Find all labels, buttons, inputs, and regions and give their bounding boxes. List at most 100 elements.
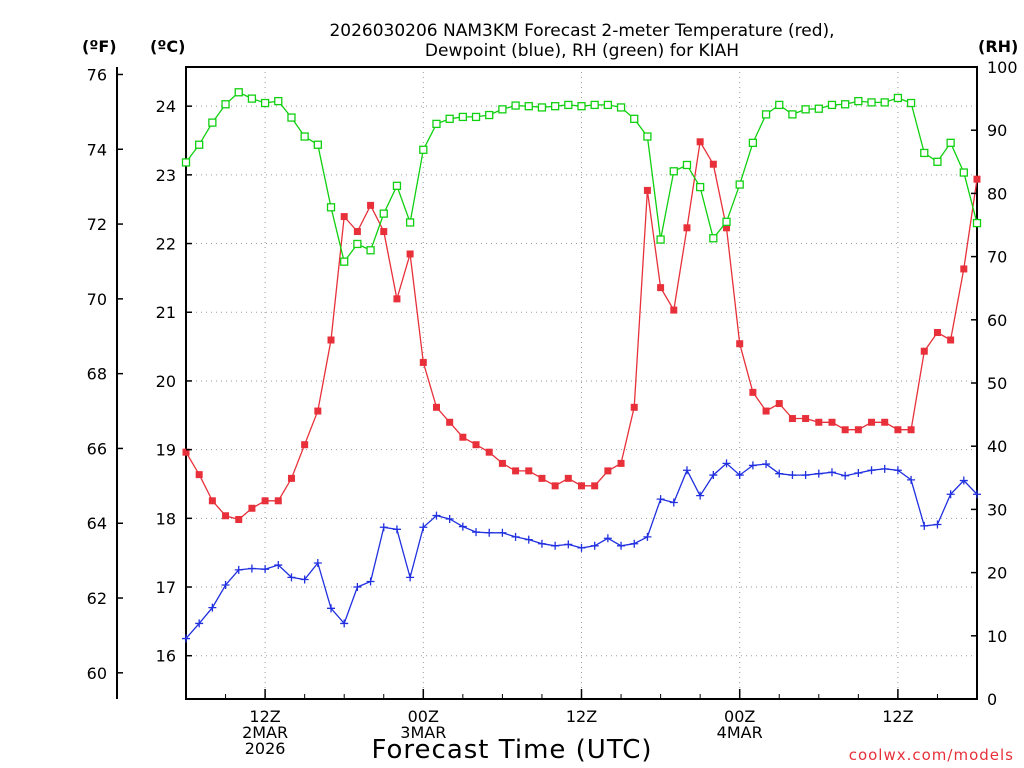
celsius-tick-label: 23 (156, 166, 176, 185)
temperature-point (353, 228, 361, 236)
dewpoint-series (182, 459, 981, 643)
dewpoint-point (762, 460, 771, 469)
celsius-tick-label: 21 (156, 303, 176, 322)
fahrenheit-tick-label: 70 (87, 290, 107, 309)
dewpoint-point (195, 619, 204, 628)
dewpoint-point (827, 468, 836, 477)
dewpoint-point (643, 532, 652, 541)
rh-point (340, 257, 349, 266)
fahrenheit-unit-label: (ºF) (82, 37, 117, 56)
rh-point (841, 100, 850, 109)
rh-series (181, 88, 982, 266)
rh-tick-label: 90 (987, 121, 1007, 140)
rh-point (748, 138, 758, 147)
x-tick-label: 00Z (724, 707, 755, 726)
temperature-point (657, 284, 665, 292)
temperature-point (261, 497, 269, 505)
fahrenheit-tick-label: 60 (87, 664, 107, 683)
temperature-point (222, 512, 230, 520)
fahrenheit-tick-label: 64 (87, 514, 107, 533)
dewpoint-point (208, 603, 217, 612)
temperature-point (485, 448, 493, 456)
dewpoint-point (630, 539, 639, 548)
temperature-point (195, 471, 203, 479)
temperature-point (393, 295, 401, 303)
rh-point (471, 112, 481, 122)
dewpoint-point (327, 604, 336, 613)
x-axis-label: Forecast Time (UTC) (371, 735, 652, 765)
temperature-point (512, 467, 520, 475)
temperature-point (525, 467, 533, 475)
rh-point (221, 100, 230, 109)
dewpoint-point (458, 522, 467, 531)
temperature-point (643, 186, 651, 194)
fahrenheit-tick-label: 74 (87, 140, 107, 159)
x-tick-label: 12Z (882, 707, 913, 726)
rh-point (260, 98, 270, 108)
credit-text: coolwx.com/models (849, 746, 1014, 764)
temperature-point (973, 175, 981, 183)
rh-point (485, 110, 494, 120)
dewpoint-point (313, 558, 322, 567)
dewpoint-point (841, 471, 850, 480)
dewpoint-point (735, 471, 744, 480)
rh-point (181, 158, 191, 167)
dewpoint-point (247, 564, 256, 573)
dewpoint-point (814, 469, 823, 478)
rh-point (353, 239, 362, 249)
temperature-point (630, 403, 638, 411)
x-tick-label: 12Z (566, 707, 597, 726)
temperature-point (907, 426, 915, 434)
dewpoint-point (748, 461, 757, 470)
temperature-series (182, 138, 981, 523)
dewpoint-point (788, 471, 797, 480)
temperature-point (854, 426, 862, 434)
rh-point (735, 180, 744, 189)
celsius-unit-label: (ºC) (150, 37, 185, 56)
rh-point (854, 96, 863, 106)
x-tick-label: 12Z (249, 707, 280, 726)
temperature-point (419, 358, 427, 366)
rh-point (814, 104, 823, 113)
rh-point (564, 100, 573, 110)
grid-layer (186, 67, 977, 699)
temperature-point (894, 426, 902, 434)
rh-tick-label: 0 (987, 690, 997, 709)
rh-tick-label: 80 (987, 184, 1007, 203)
dewpoint-point (485, 528, 494, 537)
dewpoint-point (854, 468, 863, 477)
dewpoint-point (907, 475, 916, 484)
dewpoint-point (656, 495, 665, 504)
temperature-point (472, 441, 480, 449)
temperature-point (564, 474, 572, 482)
rh-point (432, 119, 441, 129)
dewpoint-point (406, 573, 415, 582)
dewpoint-point (801, 471, 810, 480)
temperature-point (287, 474, 295, 482)
dewpoint-point (880, 464, 889, 473)
temperature-point (340, 213, 348, 221)
dewpoint-point (419, 523, 428, 532)
temperature-point (683, 224, 691, 232)
temperature-point (314, 407, 322, 415)
dewpoint-point (682, 466, 691, 475)
rh-point (709, 234, 718, 243)
fahrenheit-tick-label: 68 (87, 365, 107, 384)
rh-point (696, 182, 705, 192)
dewpoint-point (274, 561, 283, 570)
rh-point (326, 203, 336, 212)
rh-point (445, 114, 454, 123)
rh-point (669, 167, 678, 176)
temperature-point (406, 250, 414, 258)
rh-point (920, 148, 929, 158)
dewpoint-point (182, 634, 190, 643)
rh-tick-label: 30 (987, 500, 1007, 519)
temperature-point (248, 504, 256, 512)
rh-point (577, 102, 586, 111)
dewpoint-point (893, 466, 902, 475)
rh-point (458, 112, 468, 122)
rh-tick-label: 10 (987, 627, 1007, 646)
temperature-point (947, 336, 955, 344)
temperature-point (578, 482, 585, 490)
dewpoint-point (669, 498, 678, 507)
